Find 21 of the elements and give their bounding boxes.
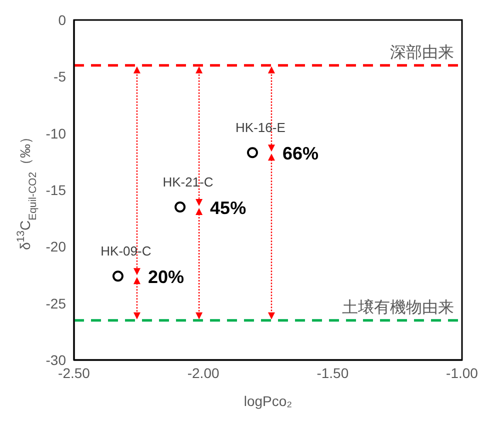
ref-line-label: 深部由来 <box>390 43 454 62</box>
y-tick-label: -20 <box>46 238 66 255</box>
annotation: 45% <box>210 198 246 218</box>
data-label: HK-21-C <box>162 174 214 190</box>
point <box>112 270 124 282</box>
ref-line-label: 土壌有機物由来 <box>342 298 454 316</box>
annotation: 20% <box>148 267 184 288</box>
y-tick-label: 0 <box>58 12 66 28</box>
x-tick-label: -1.50 <box>316 364 349 381</box>
point <box>174 202 186 212</box>
x-tick-label: -1.00 <box>446 364 478 381</box>
y-tick-label: -15 <box>46 182 66 198</box>
annotation: 66% <box>282 144 319 164</box>
data-label: HK-09-C <box>100 244 152 259</box>
y-tick-label: -10 <box>46 125 66 142</box>
data-label: HK-16-E <box>236 120 286 136</box>
y-tick-label: -25 <box>46 295 66 312</box>
x-tick-label: -2.00 <box>187 364 220 381</box>
y-tick-label: -5 <box>54 68 66 85</box>
x-axis-title: logPco₂ <box>244 393 292 409</box>
point <box>246 147 258 158</box>
